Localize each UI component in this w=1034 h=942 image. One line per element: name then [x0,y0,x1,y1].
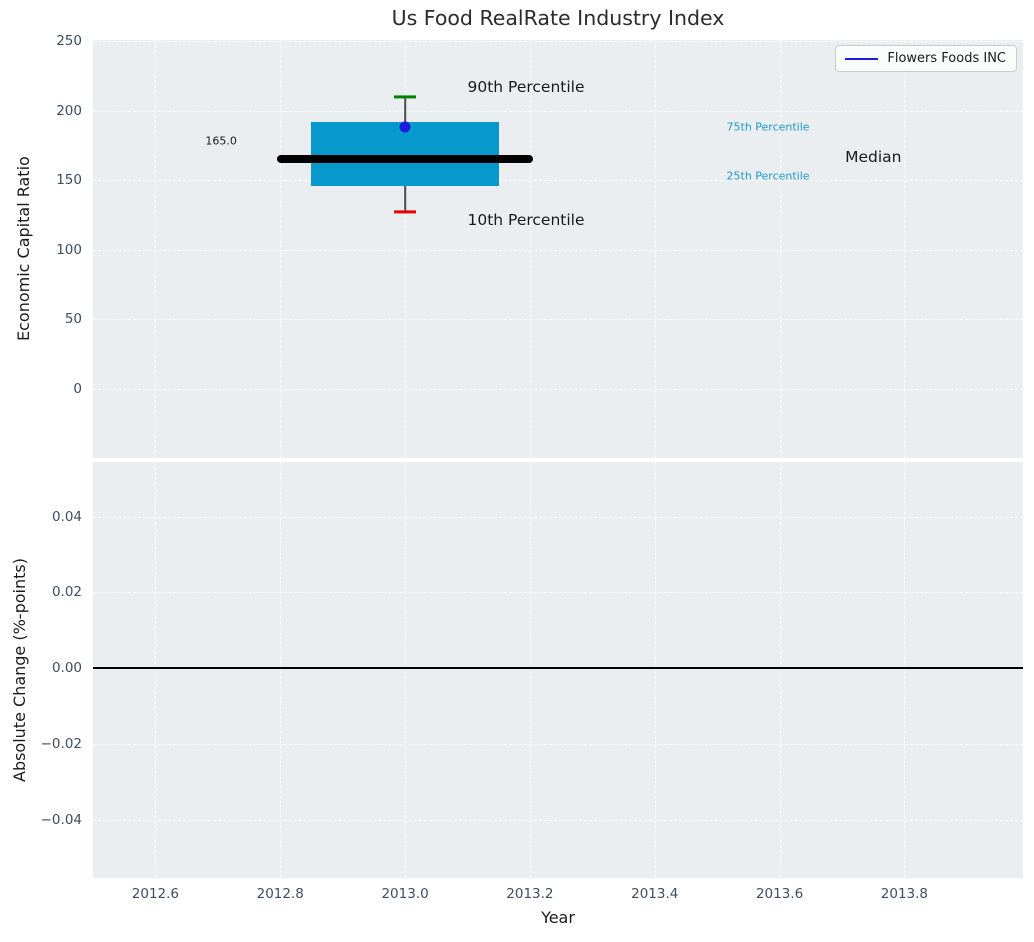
gridline-horizontal [93,319,1023,321]
gridline-vertical [529,462,531,878]
y-tick-label: 0.04 [51,508,82,525]
gridline-horizontal [93,41,1023,43]
median-line [277,155,534,164]
y-tick-label: 200 [56,102,82,119]
x-tick-label: 2013.8 [880,886,929,902]
x-tick-label: 2013.4 [631,886,679,902]
y-tick-label: 0.02 [51,584,82,601]
x-tick-label: 2013.6 [755,886,804,902]
gridline-vertical [529,40,531,458]
x-tick-label: 2013.0 [381,886,429,902]
gridline-horizontal [93,743,1023,745]
whisker-cap-10th [394,210,417,214]
gridline-horizontal [93,180,1023,182]
gridline-vertical [904,40,906,458]
bottom-plot-area [93,462,1023,878]
company-point-marker [399,121,411,133]
legend: Flowers Foods INC [835,45,1017,72]
gridline-vertical [779,462,781,878]
y-tick-label: 250 [56,33,82,50]
gridline-vertical [155,462,157,878]
y-tick-label: −0.02 [40,735,82,752]
gridline-horizontal [93,249,1023,251]
zero-change-line [93,667,1023,670]
gridline-horizontal [93,388,1023,390]
gridline-vertical [405,40,407,458]
annotation-75th-percentile: 75th Percentile [726,120,810,134]
annotation-90th-percentile: 90th Percentile [467,78,585,97]
x-tick-label: 2013.2 [506,886,554,902]
annotation-25th-percentile: 25th Percentile [726,169,810,183]
y-tick-label: 0 [73,380,82,397]
whisker-cap-90th [394,95,417,99]
y-tick-label: −0.04 [40,811,82,828]
gridline-vertical [280,462,282,878]
annotation-median-value: 165.0 [205,134,237,148]
x-tick-label: 2012.8 [256,886,304,902]
top-plot-area: Flowers Foods INC 90th Percentile 10th Pe… [93,40,1023,458]
y-tick-label: 0.00 [51,660,82,677]
gridline-vertical [280,40,282,458]
legend-label: Flowers Foods INC [887,51,1006,66]
chart-title: Us Food RealRate Industry Index [391,6,725,30]
gridline-horizontal [93,516,1023,518]
gridline-horizontal [93,592,1023,594]
y-tick-label: 100 [56,241,82,258]
gridline-vertical [904,462,906,878]
gridline-vertical [779,40,781,458]
gridline-horizontal [93,819,1023,821]
gridline-vertical [654,462,656,878]
y-tick-label: 150 [56,172,82,189]
y-tick-label: 50 [64,311,82,328]
annotation-median: Median [845,148,902,167]
annotation-10th-percentile: 10th Percentile [467,210,585,229]
gridline-vertical [155,40,157,458]
gridline-horizontal [93,110,1023,112]
x-axis-label: Year [541,908,575,927]
gridline-vertical [654,40,656,458]
x-tick-label: 2012.6 [131,886,180,902]
legend-line-sample [845,57,879,60]
gridline-vertical [405,462,407,878]
